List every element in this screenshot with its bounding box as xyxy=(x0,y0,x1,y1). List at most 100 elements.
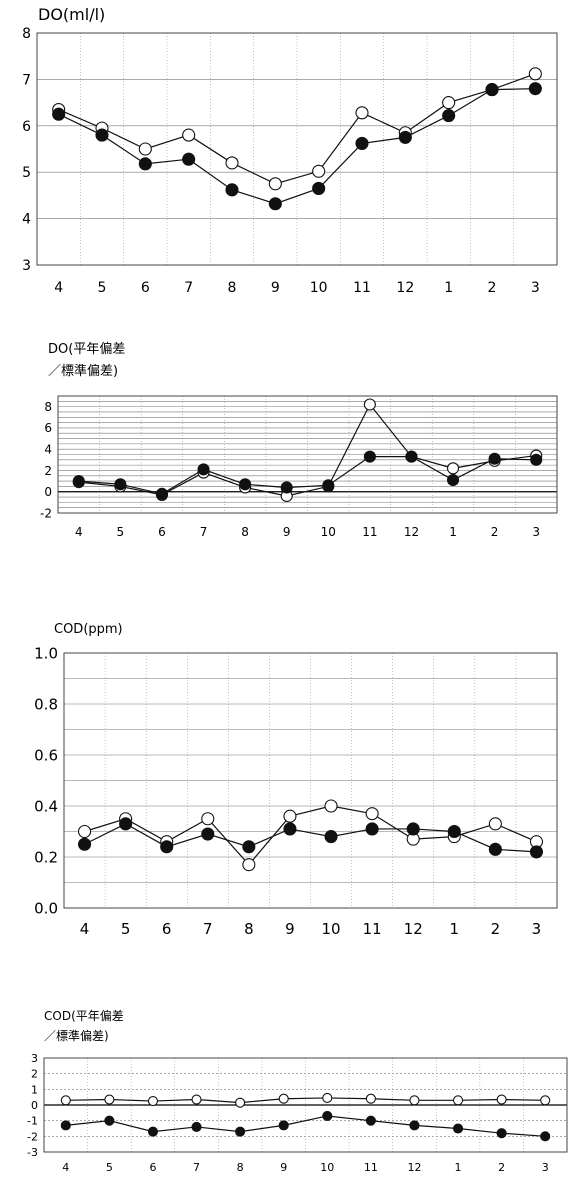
cod-chart: COD(ppm) 0.00.20.40.60.81.04 5 6 7 8 9 10 11 12 1… xyxy=(34,622,558,938)
x-tick-label: 1 xyxy=(444,280,453,296)
data-point-filled xyxy=(147,1126,159,1137)
data-point-open xyxy=(242,858,256,872)
x-tick-label: 10 xyxy=(321,920,340,938)
data-point-filled xyxy=(312,181,326,195)
x-tick-label: 2 xyxy=(491,920,501,938)
data-point-open xyxy=(235,1097,246,1108)
data-point-open xyxy=(409,1095,420,1106)
y-tick-label: 8 xyxy=(22,26,31,42)
x-tick-label: 1 xyxy=(450,920,460,938)
data-point-filled xyxy=(201,827,215,841)
y-tick-label: 6 xyxy=(22,119,31,135)
x-tick-label: 4 xyxy=(62,1161,69,1174)
x-tick-label: 7 xyxy=(203,920,213,938)
y-tick-label: 6 xyxy=(44,421,52,435)
x-tick-label: 11 xyxy=(362,525,377,539)
y-tick-label: 0 xyxy=(44,485,52,499)
x-tick-label: 11 xyxy=(364,1161,378,1174)
chart-subtitle: ／標準偏差) xyxy=(48,363,118,379)
chart-title: COD(ppm) xyxy=(54,622,123,637)
data-point-filled xyxy=(104,1115,115,1126)
x-tick-label: 10 xyxy=(321,525,336,539)
x-tick-label: 3 xyxy=(532,525,540,539)
x-tick-label: 3 xyxy=(531,280,540,296)
x-tick-label: 4 xyxy=(54,280,63,296)
plot-frame xyxy=(63,652,558,909)
data-point-filled xyxy=(322,1110,333,1122)
data-point-open xyxy=(324,799,338,813)
y-tick-label: 8 xyxy=(44,400,52,414)
x-tick-label: 12 xyxy=(396,280,414,296)
data-point-open xyxy=(283,809,297,823)
data-point-open xyxy=(365,807,379,821)
x-tick-label: 6 xyxy=(141,280,150,296)
data-point-open xyxy=(147,1096,159,1107)
data-point-open xyxy=(322,1092,333,1103)
x-tick-label: 1 xyxy=(449,525,457,539)
y-tick-label: 0.4 xyxy=(34,797,58,815)
x-tick-label: 4 xyxy=(75,525,83,539)
y-tick-label: 1.0 xyxy=(34,644,58,662)
data-point-filled xyxy=(268,197,282,211)
data-point-filled xyxy=(398,130,412,144)
data-point-filled xyxy=(363,450,376,463)
data-point-filled xyxy=(529,845,544,859)
x-tick-label: 3 xyxy=(542,1161,549,1174)
y-tick-label: -2 xyxy=(27,1130,38,1143)
data-point-filled xyxy=(528,82,542,96)
x-tick-label: 5 xyxy=(106,1161,113,1174)
y-tick-label: 4 xyxy=(22,212,31,228)
chart-subtitle: ／標準偏差) xyxy=(44,1028,109,1043)
x-tick-label: 5 xyxy=(121,920,131,938)
x-tick-label: 10 xyxy=(310,280,328,296)
data-point-open xyxy=(442,96,456,110)
y-tick-label: -2 xyxy=(40,506,52,520)
chart-title: COD(平年偏差 xyxy=(44,1008,124,1023)
x-tick-label: 3 xyxy=(532,920,542,938)
x-tick-label: 2 xyxy=(491,525,499,539)
plot-frame xyxy=(57,395,558,514)
y-tick-label: 0.0 xyxy=(34,899,58,917)
data-point-open xyxy=(488,817,502,831)
plot-frame xyxy=(36,32,558,266)
y-tick-label: 0.2 xyxy=(34,848,58,866)
x-tick-label: 6 xyxy=(162,920,172,938)
x-tick-label: 5 xyxy=(98,280,107,296)
y-tick-label: 0.8 xyxy=(34,695,58,713)
y-tick-label: 4 xyxy=(44,443,52,457)
data-point-filled xyxy=(235,1126,246,1137)
data-point-open xyxy=(60,1095,71,1106)
series-line-filled xyxy=(58,88,536,205)
series-line-open xyxy=(84,805,537,866)
data-point-filled xyxy=(496,1128,507,1139)
y-tick-label: 0 xyxy=(31,1099,38,1112)
x-tick-label: 8 xyxy=(244,920,254,938)
x-tick-label: 12 xyxy=(407,1161,421,1174)
data-point-open xyxy=(446,462,460,475)
series-line-open xyxy=(58,73,536,185)
y-tick-label: 3 xyxy=(22,258,31,274)
data-point-filled xyxy=(95,128,109,142)
x-tick-label: 9 xyxy=(283,525,291,539)
x-tick-label: 5 xyxy=(117,525,125,539)
data-point-filled xyxy=(182,152,196,166)
data-point-filled xyxy=(283,822,297,836)
data-point-filled xyxy=(485,83,499,97)
x-tick-label: 1 xyxy=(455,1161,462,1174)
data-point-filled xyxy=(60,1120,71,1131)
y-tick-label: -1 xyxy=(27,1115,38,1128)
data-point-filled xyxy=(278,1120,289,1131)
data-point-open xyxy=(104,1094,115,1105)
y-tick-label: 5 xyxy=(22,165,31,181)
x-tick-label: 7 xyxy=(184,280,193,296)
x-tick-label: 11 xyxy=(363,920,382,938)
x-tick-label: 8 xyxy=(228,280,237,296)
y-tick-label: 1 xyxy=(31,1083,38,1096)
data-point-open xyxy=(363,398,376,411)
data-point-filled xyxy=(322,479,335,492)
x-tick-label: 10 xyxy=(320,1161,334,1174)
